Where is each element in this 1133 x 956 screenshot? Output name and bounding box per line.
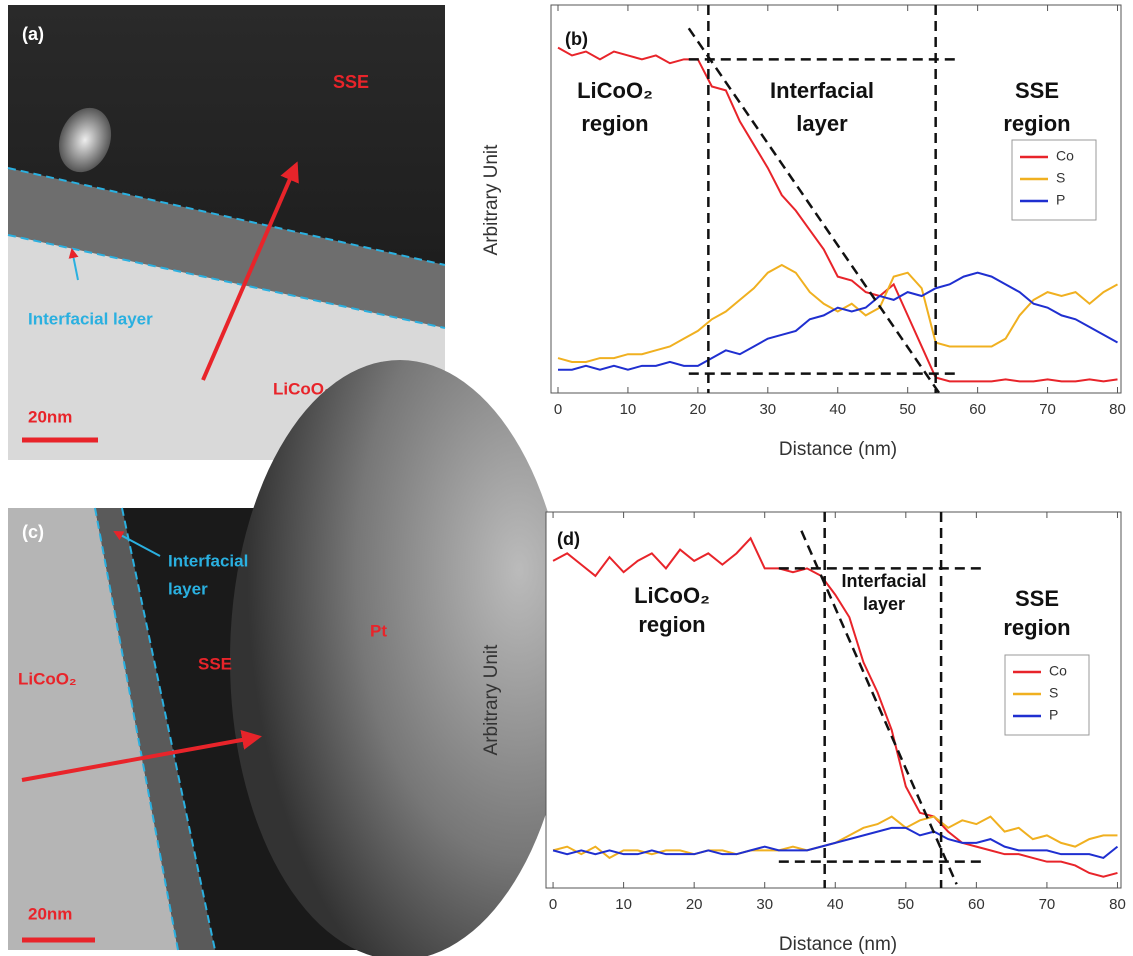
x-tick-label: 70 [1039, 896, 1056, 913]
x-tick-label: 60 [969, 401, 986, 418]
x-tick-label: 70 [1039, 401, 1056, 418]
region-label: SSE [198, 654, 232, 673]
x-tick-label: 10 [615, 896, 632, 913]
legend-label: P [1056, 192, 1065, 208]
x-tick-label: 40 [827, 896, 844, 913]
x-tick-label: 50 [897, 896, 914, 913]
y-axis-label: Arbitrary Unit [481, 144, 502, 256]
x-tick-label: 50 [899, 401, 916, 418]
x-tick-label: 0 [549, 896, 557, 913]
region-annotation: LiCoO₂ [634, 583, 710, 608]
region-annotation: region [638, 612, 705, 637]
panel-label: (c) [22, 522, 44, 542]
panel-label: (b) [565, 29, 588, 49]
x-tick-label: 60 [968, 896, 985, 913]
region-annotation: Interfacial [841, 571, 926, 591]
x-tick-label: 0 [554, 401, 562, 418]
line-chart: 0 10 20 30 40 50 60 70 80 (b) LiCoO₂ region Interfac… [481, 5, 1126, 460]
region-annotation: SSE [1015, 78, 1059, 103]
x-tick-label: 30 [759, 401, 776, 418]
legend-label: Co [1056, 148, 1074, 164]
panel-label: (d) [557, 529, 580, 549]
region-label: Interfacial [168, 551, 248, 570]
region-annotation: layer [796, 111, 848, 136]
region-label: Interfacial layer [28, 309, 153, 328]
region-annotation: region [1003, 615, 1070, 640]
scale-label: 20nm [28, 407, 72, 426]
x-axis-label: Distance (nm) [779, 439, 897, 460]
legend-label: Co [1049, 663, 1067, 679]
region-annotation: Interfacial [770, 78, 874, 103]
legend-label: S [1056, 170, 1065, 186]
panel-label: (a) [22, 24, 44, 44]
x-axis-label: Distance (nm) [779, 934, 897, 955]
region-label: Pt [370, 621, 387, 640]
electrode-region [230, 360, 570, 956]
region-annotation: region [581, 111, 648, 136]
x-tick-label: 40 [829, 401, 846, 418]
region-label: SSE [333, 72, 369, 92]
x-tick-label: 10 [620, 401, 637, 418]
line-chart: 0 10 20 30 40 50 60 70 80 (d) LiCoO₂ region Interfac… [481, 512, 1126, 955]
legend-label: S [1049, 685, 1058, 701]
x-tick-label: 30 [756, 896, 773, 913]
region-annotation: layer [863, 594, 905, 614]
scale-label: 20nm [28, 904, 72, 923]
x-tick-label: 80 [1109, 401, 1126, 418]
region-label: LiCoO₂ [18, 669, 77, 688]
region-annotation: region [1003, 111, 1070, 136]
region-annotation: SSE [1015, 586, 1059, 611]
region-label: layer [168, 579, 208, 598]
region-annotation: LiCoO₂ [577, 78, 653, 103]
x-tick-label: 20 [686, 896, 703, 913]
figure: (a) SSE Interfacial layer LiCoO₂ 20nm (c… [0, 0, 1133, 956]
x-tick-label: 80 [1109, 896, 1126, 913]
x-tick-label: 20 [690, 401, 707, 418]
legend-label: P [1049, 707, 1058, 723]
y-axis-label: Arbitrary Unit [481, 644, 502, 756]
